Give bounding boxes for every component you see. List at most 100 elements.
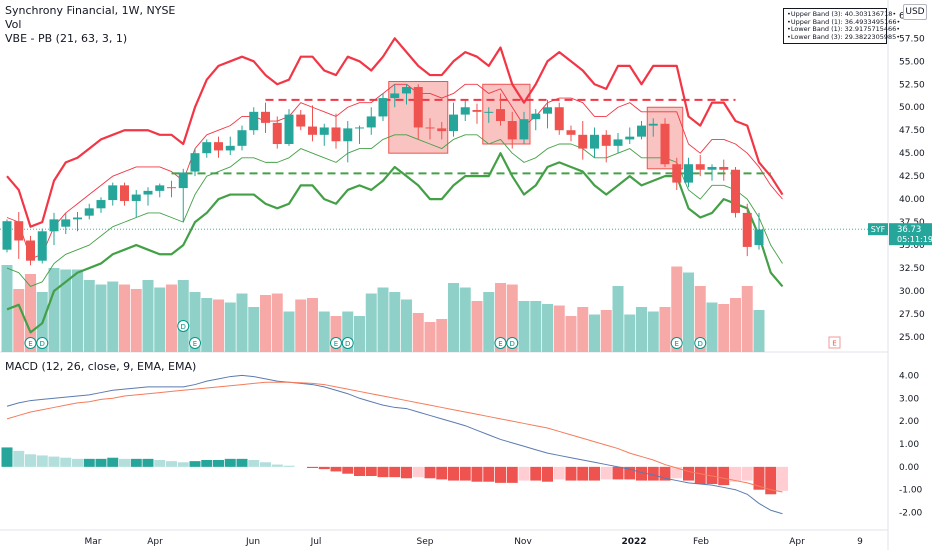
histogram-bar <box>354 466 365 476</box>
candle-body <box>296 114 306 127</box>
event-marker-text: D <box>510 340 515 348</box>
volume-bar <box>83 280 95 352</box>
volume-bar <box>95 284 107 352</box>
macd-tick-label: 3.00 <box>899 394 919 404</box>
histogram-bar <box>248 460 260 467</box>
volume-bar <box>72 269 83 352</box>
time-tick-label: Nov <box>514 537 532 547</box>
volume-bar <box>283 311 295 352</box>
volume-bar <box>389 292 401 352</box>
volume-bar <box>483 292 495 352</box>
candle-body <box>413 87 423 128</box>
histogram-bar <box>130 458 142 467</box>
histogram-bar <box>495 466 506 483</box>
price-tag-value: 36.73 <box>897 225 921 235</box>
histogram-bar <box>530 466 542 481</box>
chart-title: Synchrony Financial, 1W, NYSE <box>5 4 176 17</box>
candle-body <box>731 169 740 213</box>
price-tick-label: 35.00 <box>899 241 925 251</box>
macd-tick-label: 0.00 <box>899 463 919 473</box>
price-tick-label: 32.50 <box>899 264 925 274</box>
volume-bar <box>130 289 142 352</box>
candle-body <box>249 111 259 131</box>
macd-pane <box>1 374 788 515</box>
histogram-bar <box>154 460 166 467</box>
volume-bar <box>365 293 377 352</box>
histogram-bar <box>471 466 483 482</box>
candle-body <box>167 187 176 189</box>
price-tick-label: 57.50 <box>899 34 925 44</box>
histogram-bar <box>448 466 459 481</box>
histogram-bar <box>95 458 107 467</box>
time-tick-label: Apr <box>147 537 163 547</box>
candle-body <box>684 164 693 183</box>
price-tick-label: 45.00 <box>899 149 925 159</box>
macd-line <box>6 374 783 515</box>
candle-body <box>648 123 658 126</box>
volume-bar <box>612 286 624 352</box>
volume-bar <box>154 287 166 352</box>
histogram-bar <box>177 462 189 467</box>
volume-bar <box>741 286 753 352</box>
histogram-bar <box>283 465 295 467</box>
volume-bar <box>412 313 424 352</box>
time-tick-label: 2022 <box>621 537 646 547</box>
volume-bar <box>495 283 506 352</box>
histogram-bar <box>107 457 119 467</box>
volume-bar <box>459 287 471 352</box>
volume-bar <box>271 293 283 352</box>
histogram-bar <box>506 466 518 483</box>
price-tick-label: 25.00 <box>899 333 925 343</box>
candle-body <box>660 123 670 165</box>
histogram-bar <box>765 466 777 495</box>
currency-button[interactable]: USD <box>903 4 927 20</box>
event-marker <box>24 337 37 349</box>
histogram-bar <box>36 455 48 467</box>
histogram-bar <box>730 466 741 482</box>
histogram-bar <box>330 466 342 472</box>
histogram-bar <box>577 466 589 481</box>
volume-bar <box>730 298 741 352</box>
volume-bar <box>706 302 718 352</box>
histogram-bar <box>72 458 83 467</box>
volume-bar <box>201 298 213 352</box>
candle-body <box>143 190 153 195</box>
time-tick-label: Mar <box>85 537 102 547</box>
event-marker-text: E <box>193 340 197 348</box>
price-tick-label: 40.00 <box>899 195 925 205</box>
volume-bar <box>330 316 342 352</box>
signal-line <box>6 381 783 493</box>
indicator-label: VBE - PB (21, 63, 3, 1) <box>5 32 128 45</box>
volume-bar <box>354 316 365 352</box>
event-marker <box>177 320 190 332</box>
volume-bar <box>60 269 72 352</box>
candle-body <box>84 208 94 216</box>
event-marker-text: D <box>40 340 45 348</box>
volume-bar <box>659 307 671 352</box>
candle-body <box>625 136 635 140</box>
candle-body <box>437 128 447 132</box>
symbol-tag-text: SYF <box>871 225 886 234</box>
candle-body <box>214 142 223 151</box>
candle-body <box>308 126 317 135</box>
volume-bar <box>647 311 659 352</box>
histogram-bar <box>236 458 248 467</box>
future-earnings-marker <box>828 336 841 349</box>
histogram-bar <box>718 466 730 486</box>
candle-body <box>672 164 682 183</box>
event-marker-text: D <box>698 340 703 348</box>
time-tick-label: Apr <box>789 537 805 547</box>
candle-body <box>331 127 341 142</box>
histogram-bar <box>589 466 600 481</box>
histogram-bar <box>659 466 671 481</box>
candle-body <box>108 185 118 201</box>
volume-bar <box>248 307 260 352</box>
candle-body <box>49 219 59 232</box>
candle-body <box>613 139 623 146</box>
histogram-bar <box>777 466 788 491</box>
volume-bar <box>600 310 612 352</box>
volume-bar <box>295 299 307 352</box>
volume-bar <box>119 284 130 352</box>
volume-bar <box>48 268 60 352</box>
